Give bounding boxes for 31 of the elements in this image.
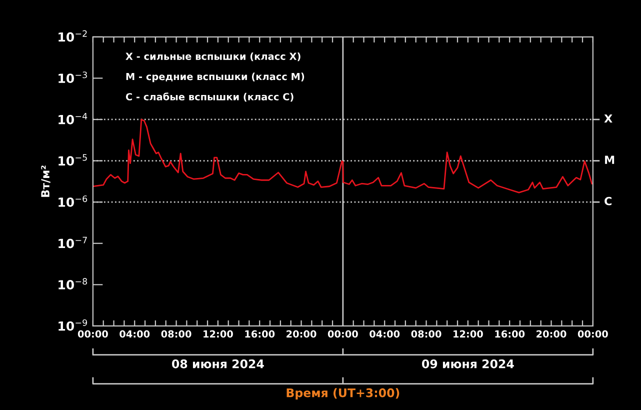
y-tick-label: 10$^{−7}$ xyxy=(58,236,87,248)
text: 09 июня 2024 xyxy=(422,359,514,368)
x-tick-label: 00:00 xyxy=(328,330,358,338)
text: 08 июня 2024 xyxy=(172,359,264,368)
y-tick-label: 10$^{−2}$ xyxy=(58,30,87,42)
x-tick-label: 08:00 xyxy=(411,330,442,338)
y-tick-label: 10$^{−8}$ xyxy=(58,278,88,290)
annotation: X - сильные вспышки (класс X) xyxy=(126,52,300,62)
y-tick-label: 10$^{−6}$ xyxy=(58,195,88,207)
ref-line-label: C xyxy=(604,196,612,206)
x-axis-title: Время (UT+3:00) xyxy=(286,388,400,400)
x-tick-label: 20:00 xyxy=(286,330,316,338)
x-tick-label: 12:00 xyxy=(204,330,233,338)
x-tick-label: 00:00 xyxy=(78,330,108,338)
x-tick-label: 04:00 xyxy=(120,330,150,338)
y-tick-label: 10$^{−9}$ xyxy=(58,319,88,331)
ref-line-label: M xyxy=(605,156,614,164)
annotation: M - средние вспышки (класс M) xyxy=(126,72,304,82)
annotation: C - слабые вспышки (класс C) xyxy=(126,92,294,102)
x-tick-label: 12:00 xyxy=(454,330,483,338)
y-tick-label: 10$^{−5}$ xyxy=(58,154,87,166)
y-tick-label: 10$^{−4}$ xyxy=(58,112,88,124)
x-tick-label: 16:00 xyxy=(495,330,525,338)
x-tick-label: 04:00 xyxy=(370,330,400,338)
x-tick-label: 08:00 xyxy=(161,330,192,338)
ref-line-label: X xyxy=(604,114,612,123)
x-tick-label: 16:00 xyxy=(245,330,275,338)
x-tick-label: 00:00 xyxy=(578,330,608,338)
y-axis-title: Вт/м² xyxy=(41,166,50,197)
y-tick-label: 10$^{−3}$ xyxy=(58,72,87,84)
x-tick-label: 20:00 xyxy=(536,330,566,338)
